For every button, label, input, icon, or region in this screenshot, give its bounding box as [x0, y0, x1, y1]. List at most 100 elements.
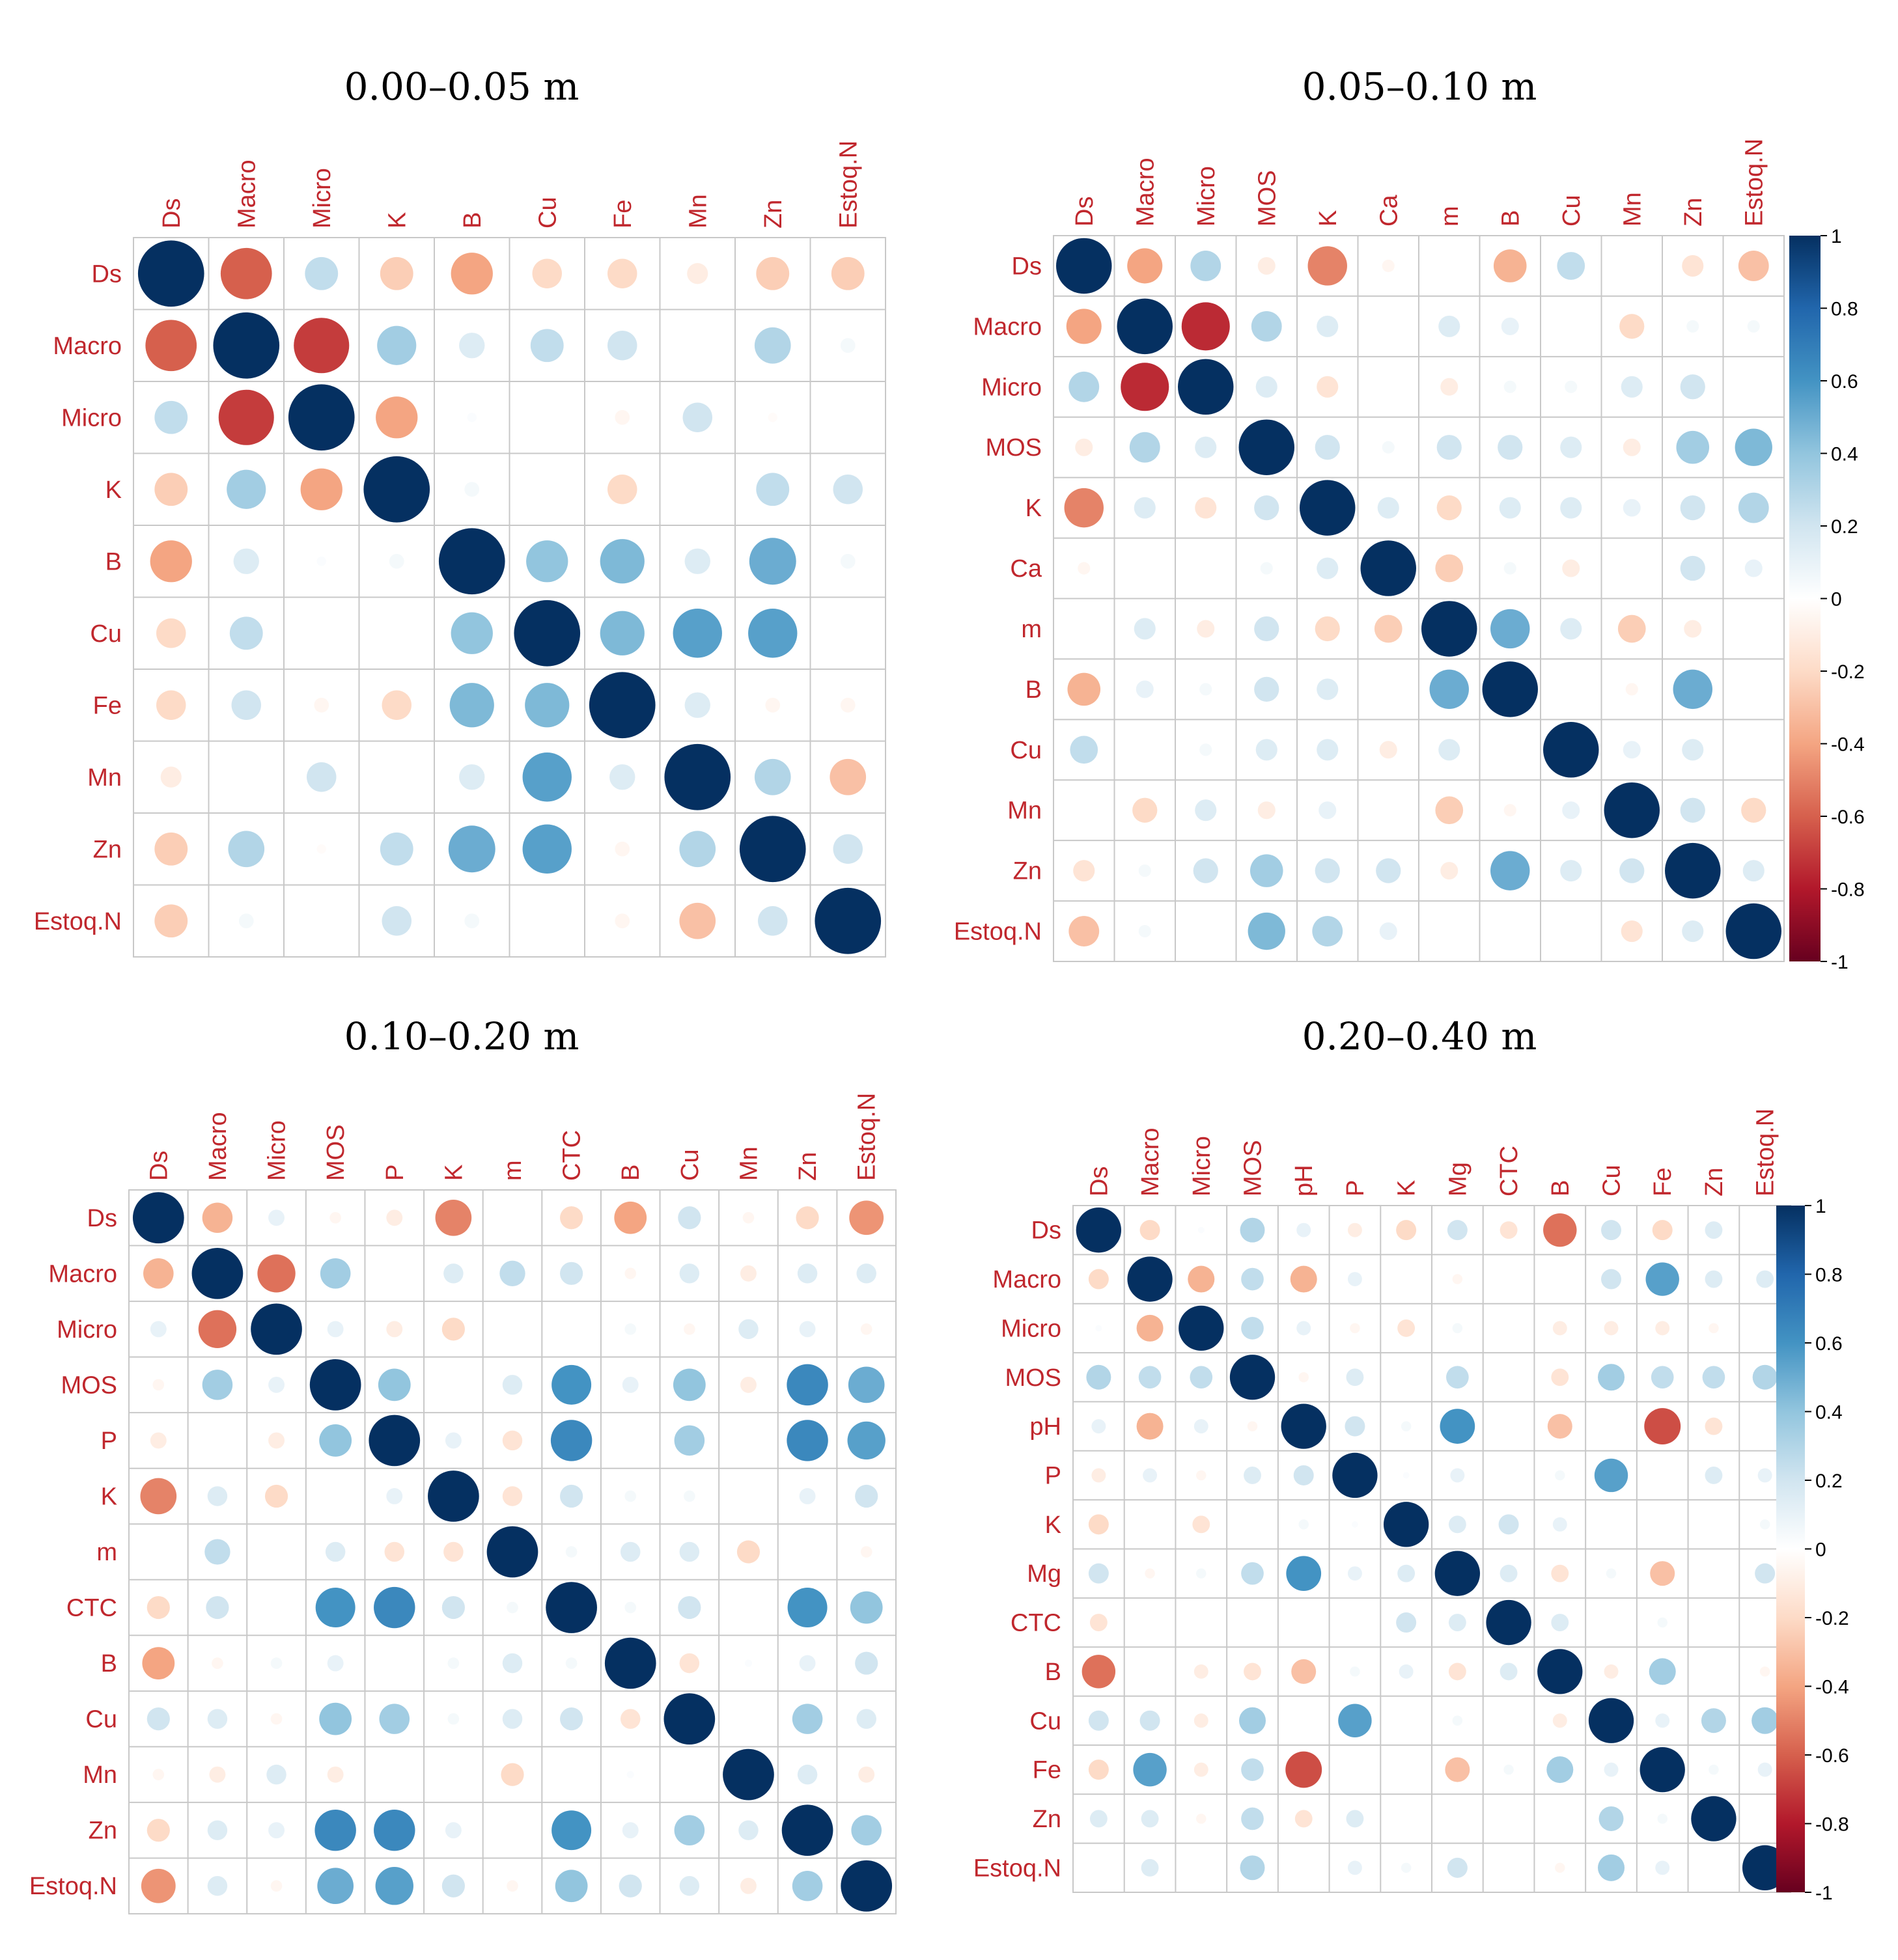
corr-circle-Mn-Zn — [754, 758, 791, 795]
corr-circle-Zn-P — [374, 1809, 415, 1851]
corr-circle-Ds-B — [1493, 249, 1527, 283]
corr-circle-Zn-Cu — [1598, 1806, 1624, 1831]
corr-circle-Zn-Estoq.N — [1742, 860, 1765, 882]
row-label: Estoq.N — [973, 1855, 1061, 1882]
corr-circle-B-m — [1429, 669, 1469, 710]
row-label: Micro — [1001, 1315, 1061, 1342]
corr-circle-B-Micro — [270, 1657, 283, 1669]
correlation-panel-3: 0.10–0.20 m Ds Macro Micro MOS P Km CTC B Cu Mn Zn E… — [29, 1014, 897, 1914]
corr-circle-Mn-B — [459, 764, 485, 790]
corr-circle-Estoq.N-m — [507, 1880, 518, 1892]
corr-circle-Zn-B — [1490, 851, 1530, 890]
corr-circle-Mg-P — [1347, 1566, 1362, 1581]
corr-circle-Ds-Micro — [305, 256, 339, 290]
corr-circle-Fe-Estoq.N — [1757, 1762, 1772, 1777]
corr-circle-MOS-MOS — [1229, 1355, 1276, 1400]
corr-circle-Micro-P — [1350, 1323, 1360, 1334]
column-label: Ds — [1085, 1166, 1113, 1196]
corr-circle-K-Estoq.N — [833, 475, 863, 504]
corr-circle-P-pH — [1293, 1465, 1314, 1485]
corr-circle-MOS-CTC — [551, 1364, 592, 1405]
corr-circle-Zn-Macro — [1138, 864, 1151, 877]
corr-circle-MOS-Ca — [1382, 441, 1395, 454]
corr-circle-Zn-Ds — [1073, 860, 1095, 882]
corr-circle-MOS-Micro — [1195, 436, 1217, 458]
corr-circle-Macro-m — [1438, 315, 1460, 337]
corr-circle-Fe-B — [1546, 1756, 1574, 1784]
corr-circle-Ds-pH — [1296, 1222, 1311, 1237]
corr-circle-Cu-Mg — [1452, 1715, 1463, 1726]
colorbar-tick-label: 0 — [1831, 589, 1842, 611]
corr-circle-B-Macro — [233, 548, 259, 574]
corr-circle-Mn-Cu — [1562, 801, 1580, 820]
column-label: Cu — [677, 1149, 704, 1181]
colorbar-tick-label: 1 — [1831, 226, 1842, 247]
corr-circle-K-Zn — [1680, 495, 1705, 521]
column-label: Ds — [1071, 197, 1098, 227]
corr-circle-Estoq.N-P — [375, 1867, 413, 1905]
corr-circle-MOS-m — [502, 1375, 523, 1395]
corr-circle-Ca-B — [1503, 562, 1516, 575]
corr-circle-Fe-pH — [1285, 1751, 1322, 1788]
corr-circle-m-K — [443, 1541, 464, 1562]
corr-circle-Macro-Ds — [143, 1258, 174, 1289]
corr-circle-P-B — [1555, 1470, 1565, 1481]
corr-circle-Ds-Ds — [137, 240, 204, 307]
corr-circle-Ds-Macro — [1127, 248, 1163, 284]
corr-circle-Zn-Micro — [1196, 1814, 1207, 1824]
corr-circle-P-Estoq.N — [1757, 1468, 1772, 1483]
corr-circle-Macro-B — [1501, 317, 1519, 335]
corr-circle-Macro-Mg — [1452, 1274, 1463, 1284]
corr-circle-Estoq.N-K — [382, 906, 412, 936]
corr-circle-Micro-K — [376, 396, 418, 439]
corr-circle-P-CTC — [550, 1420, 593, 1461]
corr-circle-Mn-m — [1435, 796, 1464, 825]
corr-circle-Micro-B — [467, 413, 477, 422]
corr-circle-Ds-Zn — [1682, 255, 1704, 277]
corr-circle-Micro-Macro — [1136, 1314, 1164, 1342]
column-label: K — [1393, 1180, 1421, 1196]
corr-circle-Ca-MOS — [1260, 562, 1273, 575]
corr-circle-CTC-B — [1551, 1614, 1569, 1631]
corr-circle-K-Micro — [1195, 497, 1217, 519]
row-label: B — [101, 1650, 117, 1677]
column-label: Macro — [233, 159, 260, 228]
colorbar-tick-label: -0.6 — [1815, 1745, 1849, 1767]
corr-circle-Zn-m — [1440, 862, 1458, 880]
column-label: Macro — [1137, 1127, 1164, 1196]
corr-circle-Ds-MOS — [1257, 256, 1276, 275]
corr-circle-K-MOS — [1254, 495, 1279, 521]
column-label: m — [499, 1160, 527, 1181]
corr-circle-pH-pH — [1281, 1403, 1326, 1449]
corr-circle-Micro-K — [1397, 1319, 1416, 1337]
row-label: CTC — [1011, 1610, 1061, 1637]
corr-circle-pH-MOS — [1247, 1421, 1258, 1431]
corr-circle-K-B — [624, 1490, 637, 1502]
corr-circle-Mn-m — [501, 1763, 524, 1786]
column-label: m — [1436, 206, 1464, 227]
corr-circle-Estoq.N-Mg — [1447, 1857, 1468, 1878]
corr-circle-B-Cu — [1604, 1664, 1619, 1679]
corr-circle-MOS-P — [378, 1368, 411, 1401]
corr-circle-CTC-K — [441, 1595, 465, 1620]
corr-circle-MOS-Macro — [1138, 1366, 1162, 1389]
corr-circle-Zn-pH — [1294, 1810, 1313, 1828]
corr-circle-P-P — [369, 1415, 421, 1467]
corr-circle-Fe-Macro — [1133, 1752, 1167, 1787]
corr-circle-B-Fe — [1649, 1658, 1676, 1685]
corr-circle-K-Ds — [1088, 1514, 1109, 1535]
corr-circle-Cu-K — [1317, 739, 1339, 761]
column-label: MOS — [1253, 170, 1281, 227]
corr-circle-Mn-Zn — [1680, 797, 1705, 823]
corr-circle-Ds-Micro — [1197, 1226, 1205, 1234]
colorbar-tick-label: 0.4 — [1831, 444, 1858, 465]
corr-circle-MOS-Ds — [1075, 438, 1093, 456]
corr-circle-B-Mn — [684, 548, 710, 574]
corr-circle-Zn-Zn — [781, 1804, 833, 1856]
corr-circle-Mn-MOS — [327, 1766, 344, 1783]
corr-circle-K-Ds — [154, 473, 188, 506]
corr-circle-Ca-Ca — [1360, 540, 1416, 596]
corr-circle-K-K — [363, 456, 430, 523]
colorbar-gradient — [1789, 236, 1821, 961]
corr-circle-m-K — [1315, 616, 1340, 642]
